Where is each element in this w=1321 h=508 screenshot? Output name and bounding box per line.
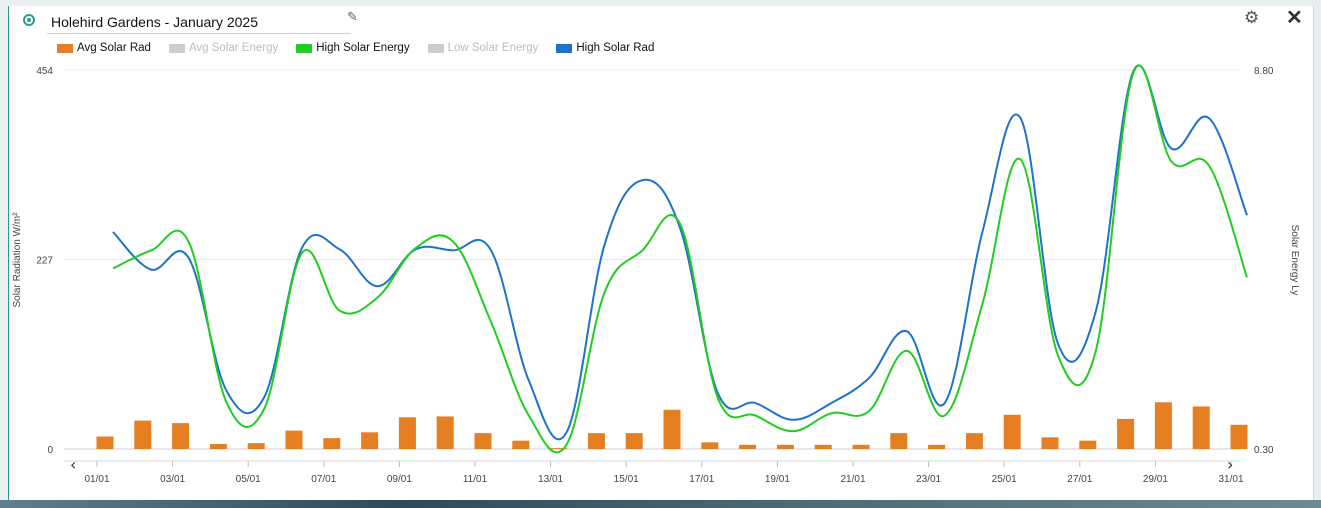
legend-item-low-solar-energy[interactable]: Low Solar Energy [427, 40, 539, 56]
x-tick-label: 05/01 [236, 474, 261, 485]
title-row [23, 11, 363, 34]
bar-series [96, 402, 1248, 450]
chart-grid [64, 69, 1241, 450]
x-tick-label: 01/01 [84, 474, 109, 485]
close-icon[interactable]: ✕ [1286, 7, 1303, 29]
y-tick-left: 0 [47, 445, 53, 456]
x-tick-label: 09/01 [387, 474, 412, 485]
chart-axes: Solar Radiation W/m² Solar Energy Ly 0 22… [12, 66, 1300, 485]
bar-avg-solar-rad[interactable] [587, 433, 605, 449]
bar-avg-solar-rad[interactable] [814, 444, 832, 449]
bar-avg-solar-rad[interactable] [247, 443, 265, 449]
y-tick-right: 8.80 [1254, 66, 1274, 77]
legend-item-avg-solar-rad[interactable]: Avg Solar Rad [57, 40, 151, 56]
x-tick-label: 17/01 [689, 474, 714, 485]
bar-avg-solar-rad[interactable] [776, 444, 794, 449]
bar-avg-solar-rad[interactable] [663, 409, 681, 449]
x-tick-label: 11/01 [463, 474, 488, 485]
bar-avg-solar-rad[interactable] [361, 432, 379, 449]
legend-swatch [296, 43, 313, 53]
x-tick-label: 25/01 [992, 474, 1017, 485]
status-dot-icon[interactable] [23, 14, 35, 26]
y-axis-left-label: Solar Radiation W/m² [12, 212, 23, 308]
y-axis-right-label: Solar Energy Ly [1289, 225, 1300, 296]
bar-avg-solar-rad[interactable] [1079, 440, 1097, 449]
x-tick-label: 15/01 [614, 474, 639, 485]
bar-avg-solar-rad[interactable] [285, 430, 303, 449]
bar-avg-solar-rad[interactable] [701, 442, 719, 449]
prev-arrow-icon[interactable]: ‹ [70, 455, 76, 474]
next-arrow-icon[interactable]: › [1227, 455, 1233, 474]
legend-item-high-solar-energy[interactable]: High Solar Energy [296, 40, 410, 56]
bar-avg-solar-rad[interactable] [512, 440, 530, 449]
bar-avg-solar-rad[interactable] [398, 417, 416, 449]
legend-label: Avg Solar Energy [188, 42, 279, 54]
bar-avg-solar-rad[interactable] [436, 416, 454, 449]
bar-avg-solar-rad[interactable] [852, 444, 870, 449]
legend-swatch [427, 43, 444, 53]
x-tick-label: 07/01 [311, 474, 336, 485]
chart-legend: Avg Solar Rad Avg Solar Energy High Sola… [57, 40, 654, 56]
legend-label: High Solar Energy [316, 42, 410, 54]
desktop-strip [0, 500, 1321, 508]
chart-canvas: Solar Radiation W/m² Solar Energy Ly 0 22… [12, 64, 1300, 485]
bar-avg-solar-rad[interactable] [1192, 406, 1210, 449]
chart-title-input[interactable] [47, 11, 351, 34]
pencil-icon[interactable]: ✎ [347, 9, 358, 24]
legend-swatch [556, 43, 573, 53]
legend-label: Avg Solar Rad [77, 42, 151, 54]
bar-avg-solar-rad[interactable] [474, 433, 492, 449]
bar-avg-solar-rad[interactable] [928, 444, 946, 449]
legend-label: Low Solar Energy [447, 42, 539, 54]
bar-avg-solar-rad[interactable] [965, 433, 983, 449]
bar-avg-solar-rad[interactable] [625, 433, 643, 449]
x-tick-label: 29/01 [1143, 474, 1168, 485]
x-tick-label: 03/01 [160, 474, 185, 485]
y-tick-right: 0.30 [1254, 445, 1274, 456]
legend-item-avg-solar-energy[interactable]: Avg Solar Energy [168, 40, 279, 56]
bar-avg-solar-rad[interactable] [1154, 402, 1172, 449]
x-tick-label: 27/01 [1067, 474, 1092, 485]
bar-avg-solar-rad[interactable] [96, 436, 114, 449]
bar-avg-solar-rad[interactable] [739, 444, 757, 449]
y-tick-left: 227 [36, 256, 53, 267]
bar-avg-solar-rad[interactable] [209, 443, 227, 449]
x-tick-label: 21/01 [840, 474, 865, 485]
x-tick-label: 23/01 [916, 474, 941, 485]
bar-avg-solar-rad[interactable] [1003, 414, 1021, 449]
legend-item-high-solar-rad[interactable]: High Solar Rad [556, 40, 654, 56]
bar-avg-solar-rad[interactable] [1041, 437, 1059, 449]
bar-avg-solar-rad[interactable] [890, 433, 908, 449]
line-series [112, 64, 1248, 454]
bar-avg-solar-rad[interactable] [172, 423, 190, 449]
bar-avg-solar-rad[interactable] [1230, 424, 1248, 449]
chart-panel: ✎ ⚙ ✕ Avg Solar Rad Avg Solar Energy Hig… [8, 6, 1314, 500]
bar-avg-solar-rad[interactable] [323, 438, 341, 449]
legend-label: High Solar Rad [576, 42, 655, 54]
legend-swatch [57, 43, 73, 53]
gear-icon[interactable]: ⚙ [1244, 8, 1260, 27]
bar-avg-solar-rad[interactable] [1117, 418, 1135, 449]
y-tick-left: 454 [36, 66, 53, 77]
line-high-solar-energy[interactable] [112, 64, 1248, 454]
bar-avg-solar-rad[interactable] [134, 420, 152, 449]
x-tick-label: 19/01 [765, 474, 790, 485]
x-tick-label: 31/01 [1218, 474, 1243, 485]
line-high-solar-rad[interactable] [112, 64, 1248, 441]
bar-avg-solar-rad[interactable] [550, 448, 568, 450]
x-tick-label: 13/01 [538, 474, 563, 485]
legend-swatch [168, 43, 185, 53]
